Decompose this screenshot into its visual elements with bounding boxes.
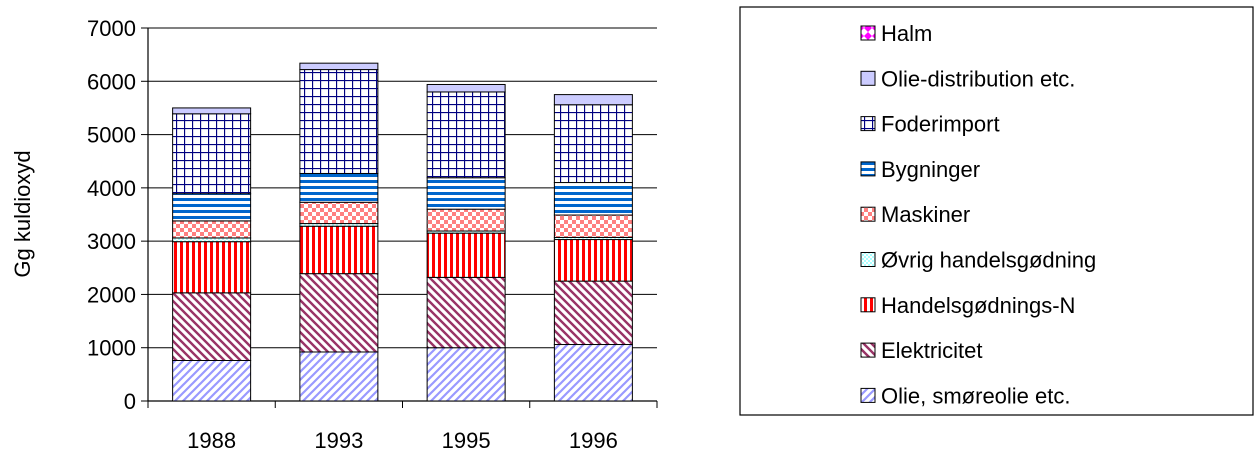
legend-label: Olie, smøreolie etc. <box>881 383 1071 408</box>
legend-label: Elektricitet <box>881 338 982 363</box>
bar-segment <box>553 344 633 402</box>
y-axis: 0 1000 2000 3000 4000 5000 6000 7000 <box>87 16 149 414</box>
legend-label: Olie-distribution etc. <box>881 66 1075 91</box>
bar-segment <box>299 201 379 225</box>
y-axis-title: Gg kuldioxyd <box>10 150 35 277</box>
bar-segment <box>426 177 506 210</box>
bar-segment <box>553 214 633 238</box>
bar-segment <box>172 292 252 362</box>
legend: Halm Olie-distribution etc. Foderimport Byg… <box>739 6 1254 416</box>
legend-label: Foderimport <box>881 112 1000 137</box>
x-tick-label: 1996 <box>569 428 618 453</box>
bar-segment <box>299 273 379 353</box>
legend-swatch <box>860 161 876 177</box>
legend-label: Handelsgødnings-N <box>881 293 1075 318</box>
bar-segment <box>426 208 506 232</box>
y-tick-label: 0 <box>124 389 136 414</box>
bar-segment <box>299 62 379 71</box>
legend-swatch <box>860 116 876 132</box>
legend-swatch <box>860 387 876 403</box>
bar-segment <box>172 107 252 115</box>
legend-box <box>739 6 1254 416</box>
legend-swatch <box>860 342 876 358</box>
bars <box>172 62 633 402</box>
y-tick-label: 7000 <box>87 16 136 41</box>
y-tick-label: 5000 <box>87 123 136 148</box>
bar-segment <box>553 280 633 346</box>
bar-segment <box>299 172 379 203</box>
legend-swatch <box>860 206 876 222</box>
y-tick-label: 6000 <box>87 69 136 94</box>
bar-segment <box>172 241 252 294</box>
legend-swatch <box>860 70 876 86</box>
bar-segment <box>426 232 506 278</box>
bar-segment <box>172 220 252 239</box>
bar-segment <box>553 239 633 282</box>
legend-label: Øvrig handelsgødning <box>881 248 1096 273</box>
legend-label: Bygninger <box>881 157 980 182</box>
y-tick-label: 1000 <box>87 336 136 361</box>
bar-segment <box>426 276 506 349</box>
bar-segment <box>426 83 506 93</box>
x-tick-label: 1988 <box>187 428 236 453</box>
bar-segment <box>299 351 379 402</box>
bar-segment <box>172 237 252 243</box>
legend-label: Halm <box>881 21 932 46</box>
legend-swatch <box>860 25 876 41</box>
bar-segment <box>299 69 379 174</box>
bar-segment <box>553 94 633 106</box>
legend-label: Maskiner <box>881 202 970 227</box>
x-axis: 1988 1993 1995 1996 <box>147 400 658 453</box>
bar-segment <box>553 182 633 216</box>
bar-segment <box>426 91 506 179</box>
bar-segment <box>426 347 506 402</box>
x-tick-label: 1995 <box>442 428 491 453</box>
bar-segment <box>553 104 633 184</box>
bar-segment <box>299 225 379 275</box>
bar-segment <box>172 360 252 402</box>
bar-segment <box>172 113 252 195</box>
y-tick-label: 2000 <box>87 282 136 307</box>
legend-swatch <box>860 252 876 267</box>
legend-swatch <box>860 297 876 313</box>
x-tick-label: 1993 <box>314 428 363 453</box>
y-tick-label: 3000 <box>87 229 136 254</box>
y-tick-label: 4000 <box>87 176 136 201</box>
bar-segment <box>172 193 252 222</box>
